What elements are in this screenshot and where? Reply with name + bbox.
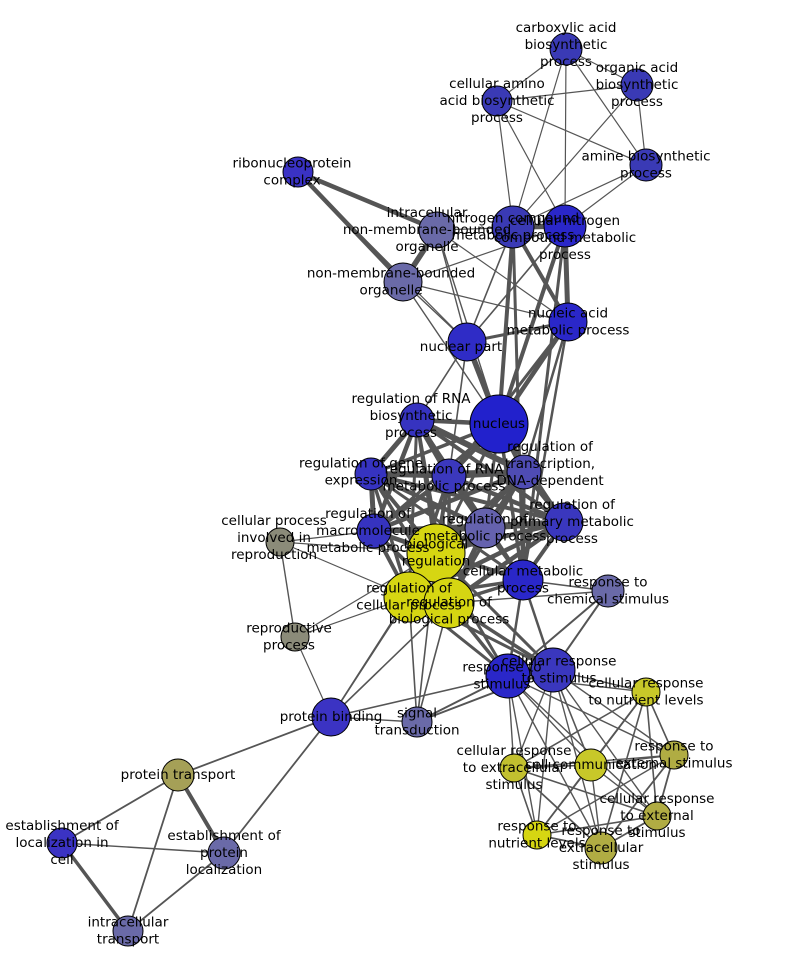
graph-edge [536,754,675,836]
graph-edge [496,100,566,227]
graph-edge [496,100,647,166]
graph-edge [513,767,658,817]
graph-node-nitrogen-compound-metabolic-process[interactable]: nitrogen compound metabolic process [491,205,535,249]
graph-node-cellular-metabolic-process[interactable]: cellular metabolic process [502,559,544,601]
graph-edge [552,669,658,817]
graph-node-regulation-of-primary-metabolic-process[interactable]: regulation of primary metabolic process [544,502,584,542]
graph-node-establishment-of-protein-localization[interactable]: establishment of protein localization [207,836,241,870]
graph-edge [600,754,675,849]
graph-node-regulation-of-metabolic-process[interactable]: regulation of metabolic process [464,507,506,549]
graph-edge [127,852,225,932]
graph-edge [279,541,296,638]
graph-node-cell-communication[interactable]: cell communication [574,748,608,782]
graph-edge [466,225,566,343]
graph-edge [127,774,179,932]
graph-edge [177,716,332,776]
graph-node-cellular-nitrogen-compound-metabolic-process[interactable]: cellular nitrogen compound metabolic pro… [543,204,587,248]
graph-node-carboxylic-acid-biosynthetic-process[interactable]: carboxylic acid biosynthetic process [549,32,583,66]
graph-edge [552,669,675,756]
graph-node-nucleus[interactable]: nucleus [469,394,529,454]
graph-node-regulation-of-macromolecule-metabolic-process[interactable]: regulation of macromolecule metabolic pr… [356,513,392,549]
graph-edge [61,774,179,844]
graph-edge [330,602,450,718]
graph-edge [507,675,658,817]
graph-node-cellular-amino-acid-biosynthetic-process[interactable]: cellular amino acid biosynthetic process [481,85,513,117]
graph-node-response-to-nutrient-levels[interactable]: response to nutrient levels [522,820,552,850]
graph-edge [512,48,567,228]
graph-edge [448,341,468,477]
graph-node-protein-binding[interactable]: protein binding [311,697,351,737]
graph-node-cellular-response-to-extracellular-stimulus[interactable]: cellular response to extracellular stimu… [499,753,529,783]
graph-node-cellular-process-involved-in-reproduction[interactable]: cellular process involved in reproductio… [265,527,295,557]
graph-node-regulation-of-gene-expression[interactable]: regulation of gene expression [354,457,388,491]
graph-edge [512,164,647,228]
graph-node-cellular-response-to-external-stimulus[interactable]: cellular response to external stimulus [642,801,672,831]
graph-edge [295,169,440,233]
graph-edge [402,225,566,283]
graph-node-response-to-external-stimulus[interactable]: response to external stimulus [659,740,689,770]
graph-edge [536,815,658,836]
graph-edge [60,841,130,933]
graph-edge [402,281,569,323]
graph-edge [564,48,567,227]
graph-node-regulation-of-rna-biosynthetic-process[interactable]: regulation of RNA biosynthetic process [399,402,435,438]
graph-edge [522,320,570,474]
graph-node-response-to-chemical-stimulus[interactable]: response to chemical stimulus [591,574,625,608]
graph-edge [536,669,554,836]
graph-edge [645,691,658,817]
graph-edge [513,691,647,769]
graph-edge [565,48,647,166]
graph-edge [369,472,566,524]
graph-node-non-membrane-bounded-organelle[interactable]: non-membrane-bounded organelle [383,262,423,302]
graph-node-intracellular-transport[interactable]: intracellular transport [112,915,144,947]
graph-edge [507,675,675,756]
graph-edge [436,229,569,323]
graph-node-ribonucleoprotein-complex[interactable]: ribonucleoprotein complex [282,156,314,188]
graph-node-signal-transduction[interactable]: signal transduction [401,706,433,738]
graph-node-organic-acid-biosynthetic-process[interactable]: organic acid biosynthetic process [620,68,654,102]
graph-edge [223,716,332,854]
graph-node-protein-transport[interactable]: protein transport [161,758,195,792]
graph-node-regulation-of-transcription-dna-dependent[interactable]: regulation of transcription, DNA-depende… [506,454,542,490]
graph-edge [512,84,638,228]
graph-edge [497,224,567,426]
graph-node-regulation-of-rna-metabolic-process[interactable]: regulation of RNA metabolic process [431,458,467,494]
graph-edge [497,225,515,426]
graph-edge [513,767,602,849]
graph-node-nuclear-part[interactable]: nuclear part [447,322,487,362]
graph-edge [496,84,638,102]
graph-edge [600,691,647,849]
graph-node-regulation-of-biological-process[interactable]: regulation of biological process [423,577,475,629]
graph-edge [368,471,488,531]
graph-node-amine-biosynthetic-process[interactable]: amine biosynthetic process [629,148,663,182]
graph-node-response-to-extracellular-stimulus[interactable]: response to extracellular stimulus [584,831,618,865]
graph-edge [414,417,527,475]
graph-edge [330,675,509,718]
graph-node-nucleic-acid-metabolic-process[interactable]: nucleic acid metabolic process [548,302,588,342]
graph-edge [507,675,538,836]
graph-node-cellular-response-to-stimulus[interactable]: cellular response to stimulus [530,647,576,693]
nodes-layer: carboxylic acid biosynthetic process orga… [46,32,689,947]
graph-node-response-to-stimulus[interactable]: response to stimulus [485,653,531,699]
graph-node-intracellular-non-membrane-bounded-organelle[interactable]: intracellular non-membrane-bounded organ… [418,211,456,249]
graph-node-reproductive-process[interactable]: reproductive process [280,622,310,652]
graph-node-cellular-response-to-nutrient-levels[interactable]: cellular response to nutrient levels [631,677,661,707]
graph-node-establishment-of-localization-in-cell[interactable]: establishment of localization in cell [46,827,78,859]
graph-edge [297,171,468,343]
graph-edge [61,842,225,854]
graph-edge [507,675,602,849]
